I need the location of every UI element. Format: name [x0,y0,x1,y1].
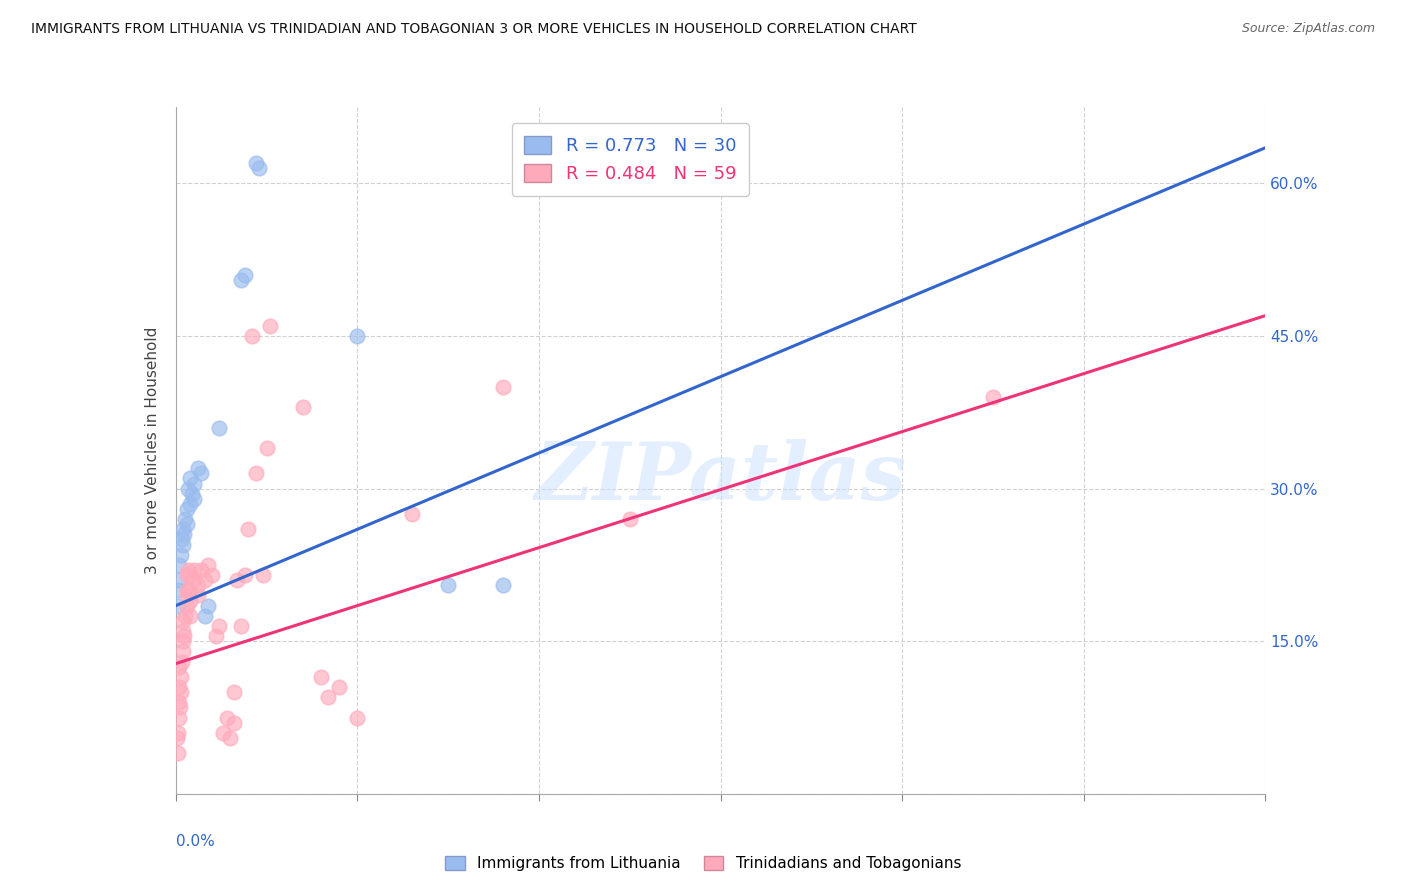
Point [179,471,201,485]
Point [291,401,314,415]
Point [247,161,270,175]
Y-axis label: 3 or more Vehicles in Household: 3 or more Vehicles in Household [145,326,160,574]
Point [259,318,281,333]
Point [318,690,340,705]
Point [173,512,195,526]
Point [179,593,201,607]
Point [245,156,267,170]
Point [166,599,188,613]
Point [177,563,200,577]
Point [190,467,212,481]
Point [172,655,194,669]
Point [172,644,194,658]
Point [204,629,226,643]
Point [245,467,267,481]
Point [170,670,193,684]
Point [437,578,460,592]
Point [183,491,205,506]
Point [176,589,198,603]
Point [169,680,191,694]
Point [167,710,190,724]
Point [170,548,193,562]
Point [176,599,198,613]
Point [176,517,198,532]
Point [167,583,190,598]
Point [215,710,238,724]
Point [328,680,350,694]
Point [256,441,278,455]
Point [222,685,245,699]
Point [233,568,256,582]
Point [173,608,195,623]
Point [201,568,224,582]
Point [176,583,198,598]
Point [177,482,200,496]
Point [176,568,198,582]
Point [169,695,191,709]
Point [226,573,249,587]
Point [492,380,515,394]
Point [194,608,217,623]
Point [166,746,188,760]
Point [231,273,253,287]
Point [179,497,201,511]
Point [166,731,188,745]
Legend: Immigrants from Lithuania, Trinidadians and Tobagonians: Immigrants from Lithuania, Trinidadians … [439,850,967,877]
Point [190,563,212,577]
Point [167,726,190,740]
Point [181,486,204,500]
Point [179,583,201,598]
Point [212,726,235,740]
Point [179,568,201,582]
Point [169,659,191,673]
Point [233,268,256,282]
Point [186,578,209,592]
Point [194,573,217,587]
Point [401,507,423,521]
Point [183,563,205,577]
Point [172,533,194,547]
Legend: R = 0.773   N = 30, R = 0.484   N = 59: R = 0.773 N = 30, R = 0.484 N = 59 [512,123,749,196]
Point [346,710,368,724]
Point [240,329,263,343]
Point [492,578,515,592]
Point [981,390,1004,404]
Point [173,527,195,541]
Point [231,619,253,633]
Point [309,670,332,684]
Text: IMMIGRANTS FROM LITHUANIA VS TRINIDADIAN AND TOBAGONIAN 3 OR MORE VEHICLES IN HO: IMMIGRANTS FROM LITHUANIA VS TRINIDADIAN… [31,22,917,37]
Point [183,476,205,491]
Point [197,599,219,613]
Point [219,731,242,745]
Point [172,522,194,536]
Point [169,573,191,587]
Point [346,329,368,343]
Point [169,558,191,572]
Point [183,573,205,587]
Point [173,629,195,643]
Point [172,634,194,648]
Point [222,715,245,730]
Text: ZIPatlas: ZIPatlas [534,439,907,516]
Point [238,522,260,536]
Point [172,614,194,628]
Point [208,420,231,434]
Point [172,624,194,638]
Point [186,589,209,603]
Point [186,461,209,475]
Text: 0.0%: 0.0% [176,834,215,848]
Point [208,619,231,633]
Point [252,568,274,582]
Point [619,512,641,526]
Point [172,538,194,552]
Text: Source: ZipAtlas.com: Source: ZipAtlas.com [1241,22,1375,36]
Point [179,608,201,623]
Point [170,685,193,699]
Point [197,558,219,572]
Point [176,502,198,516]
Point [169,700,191,714]
